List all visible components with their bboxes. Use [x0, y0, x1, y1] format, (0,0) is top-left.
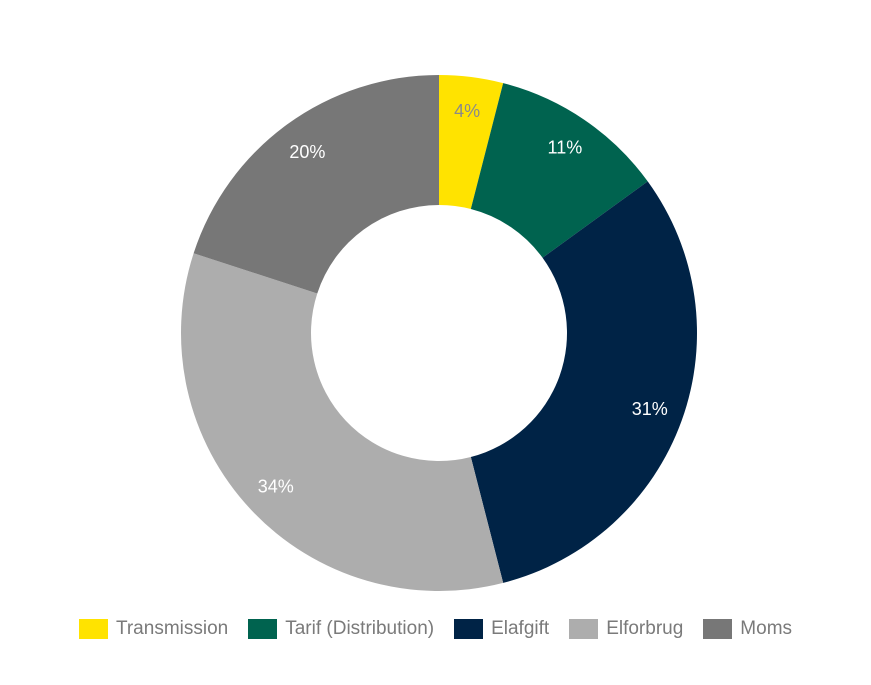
- data-label-tarif-distribution: 11%: [548, 138, 583, 158]
- legend-swatch-transmission: [78, 619, 108, 639]
- data-label-elafgift: 31%: [632, 399, 668, 419]
- data-label-elforbrug: 34%: [258, 476, 294, 496]
- data-label-transmission: 4%: [454, 101, 480, 121]
- legend-item-tarif-distribution: Tarif (Distribution): [248, 618, 434, 640]
- legend-swatch-elforbrug: [569, 619, 599, 639]
- legend: Transmission Tarif (Distribution) Elafgi…: [0, 612, 871, 646]
- donut-slice-elafgift: [470, 181, 697, 583]
- legend-item-moms: Moms: [703, 618, 792, 640]
- legend-swatch-tarif-distribution: [248, 619, 278, 639]
- legend-label-tarif-distribution: Tarif (Distribution): [285, 618, 435, 639]
- legend-label-elforbrug: Elforbrug: [606, 618, 684, 639]
- legend-item-transmission: Transmission: [78, 618, 229, 640]
- legend-item-elforbrug: Elforbrug: [569, 618, 683, 640]
- data-label-moms: 20%: [289, 142, 325, 162]
- legend-label-moms: Moms: [740, 618, 793, 639]
- slices-group: [180, 75, 697, 591]
- donut-slice-tarif-distribution: [470, 83, 648, 258]
- donut-slice-transmission: [439, 75, 504, 210]
- donut-slice-moms: [193, 75, 439, 294]
- legend-item-elafgift: Elafgift: [454, 618, 549, 640]
- legend-label-elafgift: Elafgift: [491, 618, 550, 639]
- legend-swatch-elafgift: [454, 619, 484, 639]
- legend-label-transmission: Transmission: [115, 618, 229, 639]
- labels-group: 4% 11% 31% 34% 20%: [258, 101, 668, 497]
- donut-slice-elforbrug: [180, 253, 504, 591]
- legend-swatch-moms: [703, 619, 733, 639]
